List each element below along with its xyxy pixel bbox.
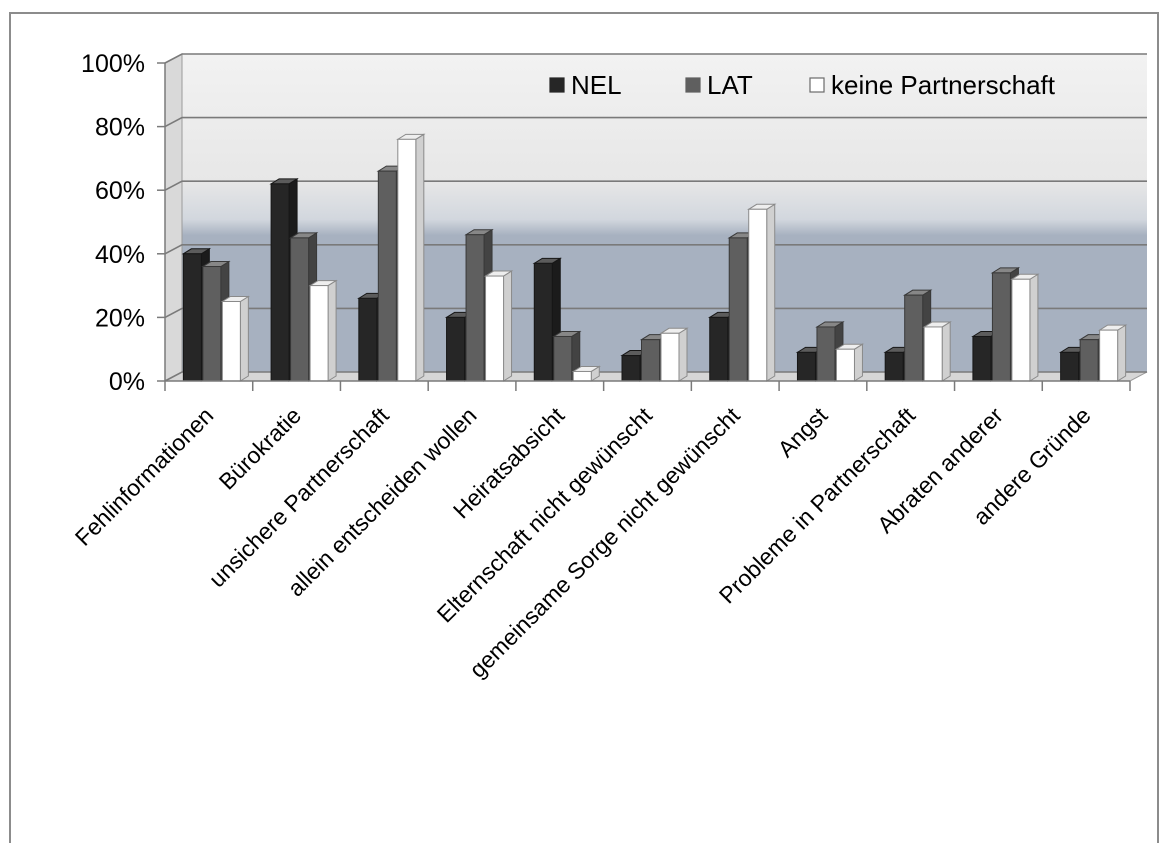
bar-front: [748, 208, 768, 382]
bar-3-8: [834, 343, 865, 382]
bar-front: [621, 355, 641, 382]
bar-3-10: [1010, 273, 1040, 382]
bar-front: [533, 262, 553, 382]
category-label: Angst: [773, 402, 833, 462]
legend-swatch: [809, 77, 825, 93]
legend-item-2: LAT: [685, 70, 753, 100]
y-tick-label: 0%: [109, 368, 145, 396]
legend-swatch: [685, 77, 701, 93]
bar-front: [728, 237, 748, 382]
gridline: [164, 116, 1147, 128]
bar-front: [182, 253, 202, 382]
legend-label: LAT: [707, 70, 753, 100]
bar-front: [1079, 339, 1099, 382]
bar-front: [485, 275, 505, 382]
bar-front: [358, 297, 378, 382]
bar-side: [239, 295, 249, 382]
bar-front: [796, 351, 816, 382]
bar-2-2: [288, 231, 319, 382]
bar-front: [377, 170, 397, 382]
bar-front: [1060, 351, 1080, 382]
bar-3-1: [220, 295, 251, 382]
gridline: [164, 180, 1147, 191]
bar-3-4: [483, 270, 514, 382]
bar-2-5: [552, 330, 582, 382]
y-tick-label: 40%: [95, 241, 145, 269]
legend-item-3: keine Partnerschaft: [809, 70, 1056, 100]
legend-label: NEL: [571, 70, 622, 100]
gridline: [164, 307, 1147, 319]
bar-side: [678, 327, 688, 382]
gridline: [164, 244, 1147, 255]
bar-front: [309, 285, 329, 382]
bar-side: [1117, 324, 1127, 382]
bar-front: [1099, 329, 1119, 382]
bar-front: [572, 370, 592, 382]
bar-front: [835, 348, 855, 382]
legend-label: keine Partnerschaft: [831, 70, 1056, 100]
plot-area: [164, 53, 1148, 382]
bar-front: [221, 301, 241, 382]
legend-swatch: [549, 77, 565, 93]
bar-front: [202, 266, 222, 382]
category-label: unsichere Partnerschaft: [204, 402, 395, 593]
legend-item-1: NEL: [549, 70, 622, 100]
bar-3-9: [922, 321, 952, 382]
gridline: [164, 53, 1147, 64]
bar-3-3: [396, 133, 426, 382]
bar-side: [327, 279, 337, 382]
bar-3-6: [659, 327, 689, 382]
bar-front: [446, 316, 466, 382]
bar-front: [904, 294, 924, 382]
bar-side: [415, 133, 425, 382]
y-tick-label: 60%: [95, 177, 145, 205]
bar-front: [923, 326, 943, 382]
category-label: Bürokratie: [214, 402, 307, 495]
bar-1-2: [269, 177, 299, 382]
bar-front: [709, 316, 729, 382]
bar-3-11: [1097, 324, 1128, 382]
category-label: Fehlinformationen: [70, 402, 219, 551]
bar-front: [641, 339, 660, 382]
bar-front: [465, 234, 485, 382]
bar-front: [884, 351, 904, 382]
bar-front: [816, 326, 836, 382]
bar-front: [972, 335, 992, 382]
bar-front: [553, 335, 573, 382]
bar-front: [290, 237, 310, 382]
y-tick-label: 100%: [81, 50, 145, 78]
bar-front: [270, 183, 290, 382]
back-wall: [182, 54, 1147, 372]
y-tick-label: 80%: [95, 114, 145, 142]
bar-3-2: [308, 279, 338, 382]
bar-side: [1029, 273, 1039, 382]
outer-frame: [9, 12, 1159, 843]
bar-side: [941, 321, 951, 382]
y-tick-label: 20%: [95, 304, 145, 332]
bar-front: [1011, 278, 1031, 382]
side-wall: [164, 53, 183, 382]
bar-3-7: [746, 203, 777, 382]
bar-3-5: [571, 365, 602, 382]
legend: NEL LAT keine Partnerschaft: [549, 70, 1056, 100]
bar-side: [766, 203, 776, 382]
bar-side: [503, 270, 513, 382]
bar-front: [660, 332, 680, 382]
bar-front: [991, 272, 1011, 382]
bar-front: [397, 138, 417, 382]
bar-side: [853, 343, 863, 382]
